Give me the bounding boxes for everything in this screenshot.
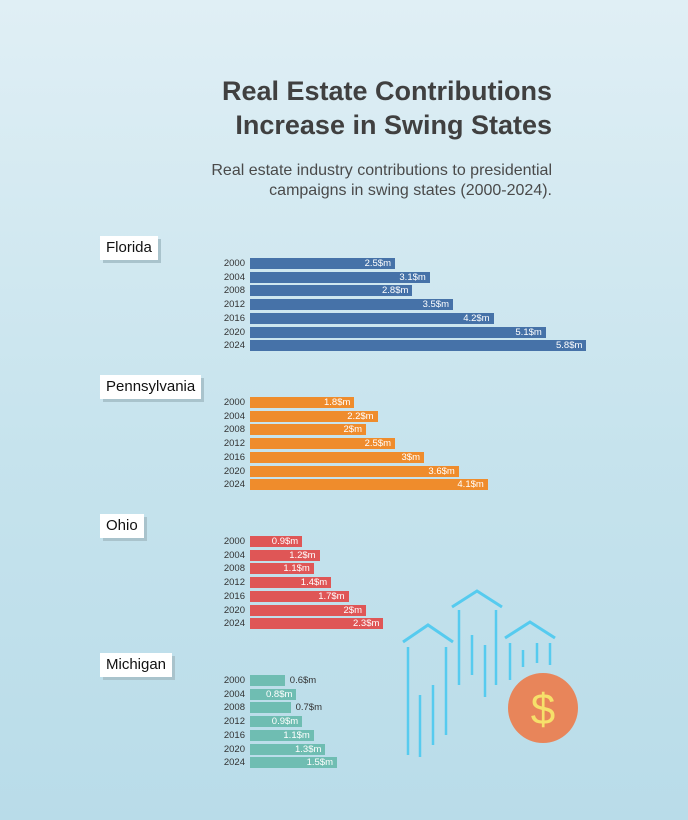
bar-pennsylvania-2012: [250, 438, 395, 450]
year-label: 2020: [223, 604, 245, 616]
year-label: 2000: [223, 258, 245, 269]
real-estate-dollar-icon: $: [402, 589, 578, 757]
year-label: 2012: [223, 438, 245, 450]
year-label: 2012: [223, 577, 245, 589]
year-label: 2020: [223, 326, 245, 338]
state-label-pennsylvania: Pennsylvania: [100, 375, 202, 399]
value-label: 2$m: [343, 604, 362, 616]
year-label: 2008: [223, 563, 245, 575]
bar-ohio-2020: [250, 604, 366, 616]
bar-michigan-2004: [250, 688, 297, 700]
value-label: 4.1$m: [457, 479, 484, 491]
value-label: 3.6$m: [428, 465, 455, 477]
value-label: 1.4$m: [300, 577, 328, 589]
bar-florida-2008: [250, 285, 413, 297]
value-label: 2$m: [343, 424, 362, 436]
year-label: 2024: [223, 618, 245, 630]
year-label: 2000: [223, 536, 245, 547]
year-label: 2004: [223, 549, 245, 561]
value-label: 1.2$m: [289, 549, 316, 561]
value-label: 1.8$m: [323, 397, 351, 408]
value-label: 3.5$m: [422, 299, 449, 311]
value-label: 1.1$m: [283, 563, 310, 575]
year-label: 2004: [223, 410, 245, 422]
state-label-michigan: Michigan: [100, 653, 173, 677]
subtitle-line-1: Real estate industry contributions to pr…: [211, 162, 552, 179]
year-label: 2004: [223, 271, 245, 283]
bar-ohio-2008: [250, 563, 314, 575]
bar-florida-2024: [250, 340, 587, 352]
value-label: 2.2$m: [347, 410, 374, 422]
bar-florida-2000: [250, 258, 395, 269]
year-label: 2016: [223, 312, 245, 324]
year-label: 2020: [223, 743, 245, 755]
year-label: 2012: [223, 716, 245, 728]
year-label: 2020: [223, 465, 245, 477]
bar-ohio-2004: [250, 549, 320, 561]
value-label: 0.9$m: [271, 716, 299, 728]
year-label: 2024: [223, 479, 245, 491]
value-label: 1.3$m: [294, 743, 322, 755]
bar-florida-2016: [250, 312, 494, 324]
year-label: 2016: [223, 590, 245, 602]
bar-florida-2020: [250, 326, 546, 338]
value-label: 2.5$m: [364, 438, 391, 450]
bar-michigan-2020: [250, 743, 326, 755]
bar-michigan-2024: [250, 757, 337, 769]
value-label: 0.6$m: [289, 675, 317, 686]
value-label: 3$m: [401, 451, 420, 463]
value-label: 2.5$m: [364, 258, 391, 269]
bar-pennsylvania-2020: [250, 465, 459, 477]
value-label: 2.3$m: [352, 618, 380, 630]
bar-pennsylvania-2016: [250, 451, 424, 463]
bar-ohio-2024: [250, 618, 384, 630]
year-label: 2008: [223, 424, 245, 436]
value-label: 2.8$m: [381, 285, 409, 297]
bar-pennsylvania-2004: [250, 410, 378, 422]
bar-ohio-2000: [250, 536, 303, 547]
bar-michigan-2012: [250, 716, 303, 728]
year-label: 2008: [223, 285, 245, 297]
title-line-1: Real Estate Contributions: [221, 76, 552, 106]
value-label: 0.7$m: [295, 702, 322, 714]
chart-title: Real Estate Contributions Increase in Sw…: [92, 74, 552, 142]
dollar-sign-icon: $: [531, 685, 555, 734]
bar-michigan-2000: [250, 675, 285, 686]
subtitle-line-2: campaigns in swing states (2000-2024).: [269, 182, 552, 199]
year-label: 2000: [223, 675, 245, 686]
value-label: 1.1$m: [283, 729, 310, 741]
bar-pennsylvania-2024: [250, 479, 488, 491]
year-label: 2024: [223, 340, 245, 352]
year-label: 2008: [223, 702, 245, 714]
bar-ohio-2012: [250, 577, 332, 589]
year-label: 2016: [223, 729, 245, 741]
value-label: 5.8$m: [555, 340, 583, 352]
bar-michigan-2008: [250, 702, 291, 714]
value-label: 0.9$m: [271, 536, 299, 547]
title-line-2: Increase in Swing States: [235, 110, 552, 140]
year-label: 2000: [223, 397, 245, 408]
bar-michigan-2016: [250, 729, 314, 741]
year-label: 2016: [223, 451, 245, 463]
value-label: 5.1$m: [515, 326, 542, 338]
year-label: 2012: [223, 299, 245, 311]
value-label: 1.7$m: [318, 590, 345, 602]
bar-florida-2004: [250, 271, 430, 283]
value-label: 3.1$m: [399, 271, 426, 283]
bar-florida-2012: [250, 299, 453, 311]
bar-pennsylvania-2008: [250, 424, 366, 436]
bar-pennsylvania-2000: [250, 397, 355, 408]
value-label: 4.2$m: [463, 312, 490, 324]
year-label: 2024: [223, 757, 245, 769]
value-label: 1.5$m: [306, 757, 333, 769]
state-label-ohio: Ohio: [100, 514, 144, 538]
value-label: 0.8$m: [265, 688, 293, 700]
chart-subtitle: Real estate industry contributions to pr…: [92, 161, 552, 201]
bar-ohio-2016: [250, 590, 349, 602]
state-label-florida: Florida: [100, 236, 158, 260]
year-label: 2004: [223, 688, 245, 700]
